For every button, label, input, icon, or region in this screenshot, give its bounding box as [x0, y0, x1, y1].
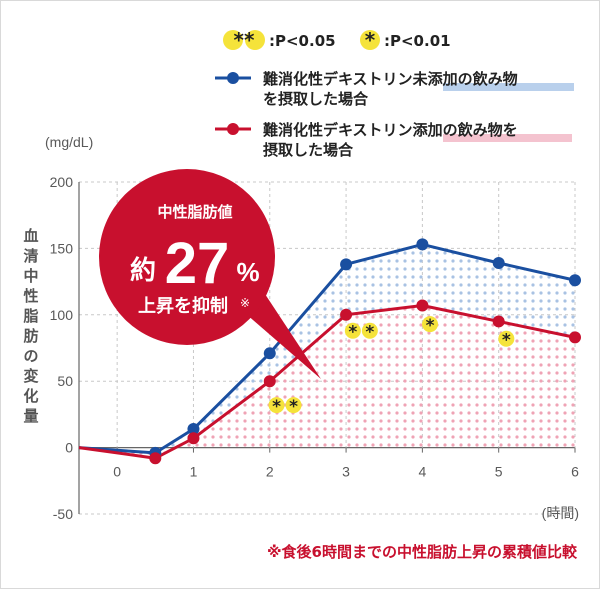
data-point-blue [492, 257, 505, 270]
area-difference [79, 244, 575, 459]
y-tick-label: 0 [65, 440, 73, 456]
legend-red-text: 難消化性デキストリン添加の飲み物を [263, 121, 518, 139]
y-tick-label: -50 [53, 506, 73, 522]
sig-circle [223, 30, 243, 50]
callout-number: 27 [165, 231, 230, 296]
y-axis-label-char: 血 [23, 227, 38, 245]
callout-prefix: 約 [130, 255, 156, 286]
callout-bubble: 中性脂肪値 約 27 % 上昇を抑制 ※ [99, 169, 321, 379]
area-fills [79, 244, 575, 459]
y-axis-label-char: 肪 [23, 327, 38, 345]
y-ticks: 200 150 100 50 0 -50 [50, 174, 74, 522]
legend-blue-highlight [443, 83, 574, 91]
data-point-red [492, 315, 505, 328]
sig-circle [422, 316, 439, 333]
sig-circle [285, 397, 302, 414]
x-tick-label: 3 [342, 464, 350, 480]
sig-star: * [348, 323, 357, 343]
legend-red-text-2: 摂取した場合 [263, 141, 354, 159]
callout-percent: % [236, 257, 259, 287]
unit-label: (mg/dL) [45, 134, 93, 150]
x-tick-label: 4 [418, 464, 426, 480]
y-tick-label: 50 [57, 373, 73, 389]
y-axis-label-char: 化 [23, 387, 38, 405]
y-axis-label-char: 脂 [23, 307, 38, 325]
y-axis-label-char: 清 [23, 247, 38, 265]
callout-bottom: 上昇を抑制 [138, 296, 228, 317]
x-tick-label: 6 [571, 464, 579, 480]
y-tick-label: 150 [50, 240, 74, 256]
series-markers [149, 238, 581, 465]
y-axis-label-char: 量 [23, 407, 38, 425]
sig-circle [498, 330, 515, 347]
sig-star: * [426, 316, 435, 336]
y-axis-label-char: 変 [23, 367, 38, 385]
sig-double-label: :P<0.05 [269, 32, 336, 50]
area-red [79, 305, 575, 459]
data-point-red [187, 432, 200, 445]
sig-star: * [502, 331, 511, 351]
data-point-blue [340, 258, 353, 271]
sig-star: * [272, 397, 281, 417]
sig-circle [344, 322, 361, 339]
x-unit-label: (時間) [542, 505, 579, 521]
significance-marks: * * * * * * [268, 316, 515, 417]
sig-circle [361, 322, 378, 339]
y-tick-label: 200 [50, 174, 74, 190]
x-tick-label: 5 [495, 464, 503, 480]
data-point-blue [187, 423, 200, 436]
data-point-red [416, 299, 429, 312]
data-point-red [569, 331, 581, 344]
sig-double-star: ** [234, 28, 255, 52]
sig-circle [360, 30, 380, 50]
data-point-red [263, 375, 276, 388]
x-ticks: 0 1 2 3 4 5 6 [113, 464, 579, 480]
x-tick-label: 1 [190, 464, 198, 480]
y-axis-label-char: 性 [23, 287, 38, 305]
legend-blue-text: 難消化性デキストリン未添加の飲み物 [263, 70, 518, 88]
legend-red-highlight [443, 134, 572, 142]
significance-legend: ** :P<0.05 * :P<0.01 [223, 28, 451, 52]
data-point-red [149, 452, 162, 465]
callout-top: 中性脂肪値 [157, 203, 232, 221]
x-tick-label: 0 [113, 464, 121, 480]
sig-star: * [365, 323, 374, 343]
legend-red-marker [227, 123, 239, 135]
footnote: ※食後6時間までの中性脂肪上昇の累積値比較 [267, 543, 578, 561]
series-legend: 難消化性デキストリン未添加の飲み物 を摂取した場合 難消化性デキストリン添加の飲… [215, 70, 574, 159]
callout-mark: ※ [240, 296, 250, 310]
y-axis-label-char: 中 [23, 267, 38, 285]
sig-star: * [289, 397, 298, 417]
series-line-red [78, 304, 576, 460]
y-axis-label-char: の [23, 347, 38, 365]
sig-circle [268, 397, 285, 414]
y-tick-label: 100 [50, 307, 74, 323]
sig-circle [245, 30, 265, 50]
sig-single-star: * [365, 28, 376, 52]
data-point-red [340, 308, 353, 321]
x-tick-label: 2 [266, 464, 274, 480]
data-point-blue [569, 274, 581, 287]
legend-blue-marker [227, 72, 239, 84]
data-point-blue [416, 238, 429, 251]
data-point-blue [263, 347, 276, 360]
sig-single-label: :P<0.01 [384, 32, 451, 50]
legend-blue-text-2: を摂取した場合 [263, 90, 369, 108]
series-line-blue [78, 242, 576, 455]
callout-circle [99, 169, 275, 345]
series-lines [78, 242, 576, 460]
